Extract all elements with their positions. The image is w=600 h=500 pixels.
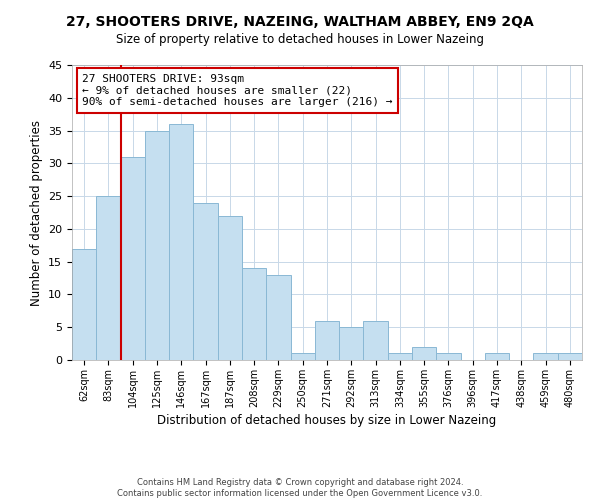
Text: Size of property relative to detached houses in Lower Nazeing: Size of property relative to detached ho… [116,32,484,46]
Bar [533,354,558,360]
Bar [339,327,364,360]
Bar [193,202,218,360]
Bar [145,130,169,360]
Bar [169,124,193,360]
Bar [121,157,145,360]
Bar [436,354,461,360]
Bar [485,354,509,360]
Bar [242,268,266,360]
Y-axis label: Number of detached properties: Number of detached properties [29,120,43,306]
Bar [72,248,96,360]
Bar [266,275,290,360]
Bar [290,354,315,360]
X-axis label: Distribution of detached houses by size in Lower Nazeing: Distribution of detached houses by size … [157,414,497,427]
Text: 27, SHOOTERS DRIVE, NAZEING, WALTHAM ABBEY, EN9 2QA: 27, SHOOTERS DRIVE, NAZEING, WALTHAM ABB… [66,15,534,29]
Bar [218,216,242,360]
Bar [96,196,121,360]
Text: 27 SHOOTERS DRIVE: 93sqm
← 9% of detached houses are smaller (22)
90% of semi-de: 27 SHOOTERS DRIVE: 93sqm ← 9% of detache… [82,74,392,107]
Bar [364,320,388,360]
Bar [412,347,436,360]
Bar [315,320,339,360]
Bar [388,354,412,360]
Bar [558,354,582,360]
Text: Contains HM Land Registry data © Crown copyright and database right 2024.
Contai: Contains HM Land Registry data © Crown c… [118,478,482,498]
